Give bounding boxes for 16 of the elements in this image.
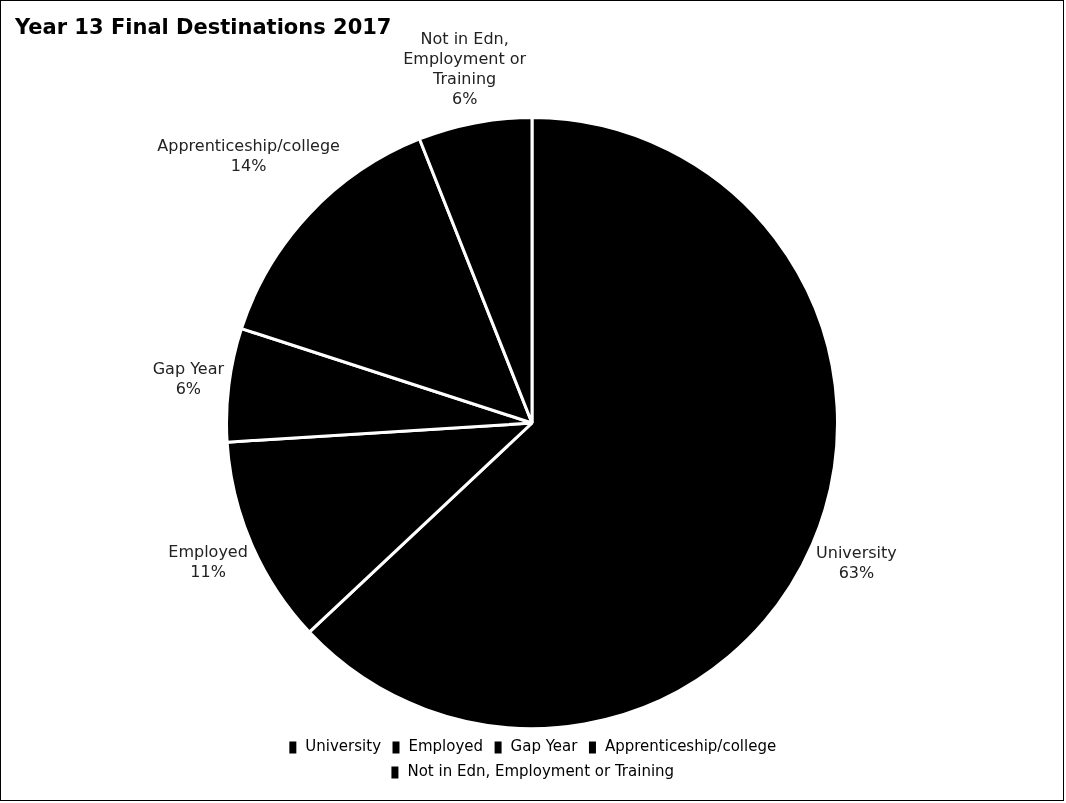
slice-label: Apprenticeship/college: [157, 136, 340, 156]
data-label: 63%: [838, 562, 875, 582]
data-label: 6%: [451, 89, 478, 109]
chart-title: Year 13 Final Destinations 2017: [15, 15, 392, 39]
legend-label: Apprenticeship/college: [604, 737, 777, 756]
slice-label: Employed: [168, 542, 248, 562]
legend-label: University: [305, 737, 382, 756]
legend-label: Not in Edn, Employment or Training: [407, 762, 675, 781]
slice-label: Gap Year: [152, 358, 225, 378]
data-label: 6%: [175, 378, 202, 398]
slice-label: University: [816, 542, 897, 562]
legend-label: Gap Year: [510, 737, 579, 756]
legend-label: Employed: [408, 737, 484, 756]
data-label: 14%: [230, 156, 267, 176]
data-label: 11%: [190, 562, 226, 582]
slice-label: Not in Edn, Employment or Training: [403, 29, 527, 89]
